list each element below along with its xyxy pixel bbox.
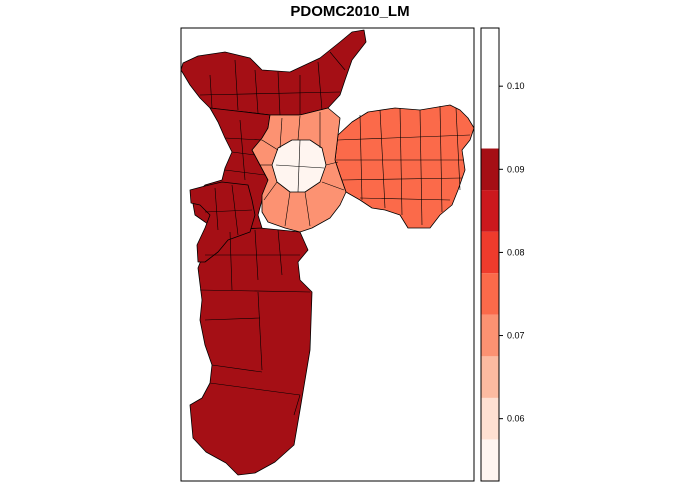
legend-swatch — [481, 273, 499, 315]
legend-swatch — [481, 148, 499, 191]
legend-swatch — [481, 439, 499, 481]
legend-swatch — [481, 356, 499, 398]
region-zona-sul — [189, 227, 313, 476]
legend-swatch — [481, 190, 499, 232]
legend-ticks: 0.06 0.07 0.08 0.09 0.10 — [499, 81, 525, 424]
region-zona-norte — [180, 29, 367, 116]
legend-tick-label: 0.06 — [507, 414, 525, 424]
region-zona-leste — [334, 104, 475, 229]
legend-frame — [480, 27, 500, 482]
district-boundaries — [199, 51, 471, 416]
legend-swatches — [481, 148, 499, 481]
legend-tick-label: 0.10 — [507, 81, 525, 91]
legend: 0.06 0.07 0.08 0.09 0.10 — [480, 27, 525, 482]
legend-tick-label: 0.09 — [507, 164, 525, 174]
legend-swatch — [481, 397, 499, 440]
legend-tick-label: 0.07 — [507, 331, 525, 341]
legend-tick-label: 0.08 — [507, 247, 525, 257]
legend-swatch — [481, 231, 499, 274]
map-frame — [180, 27, 475, 482]
legend-swatch — [481, 314, 499, 357]
map-title: PDOMC2010_LM — [290, 3, 410, 20]
